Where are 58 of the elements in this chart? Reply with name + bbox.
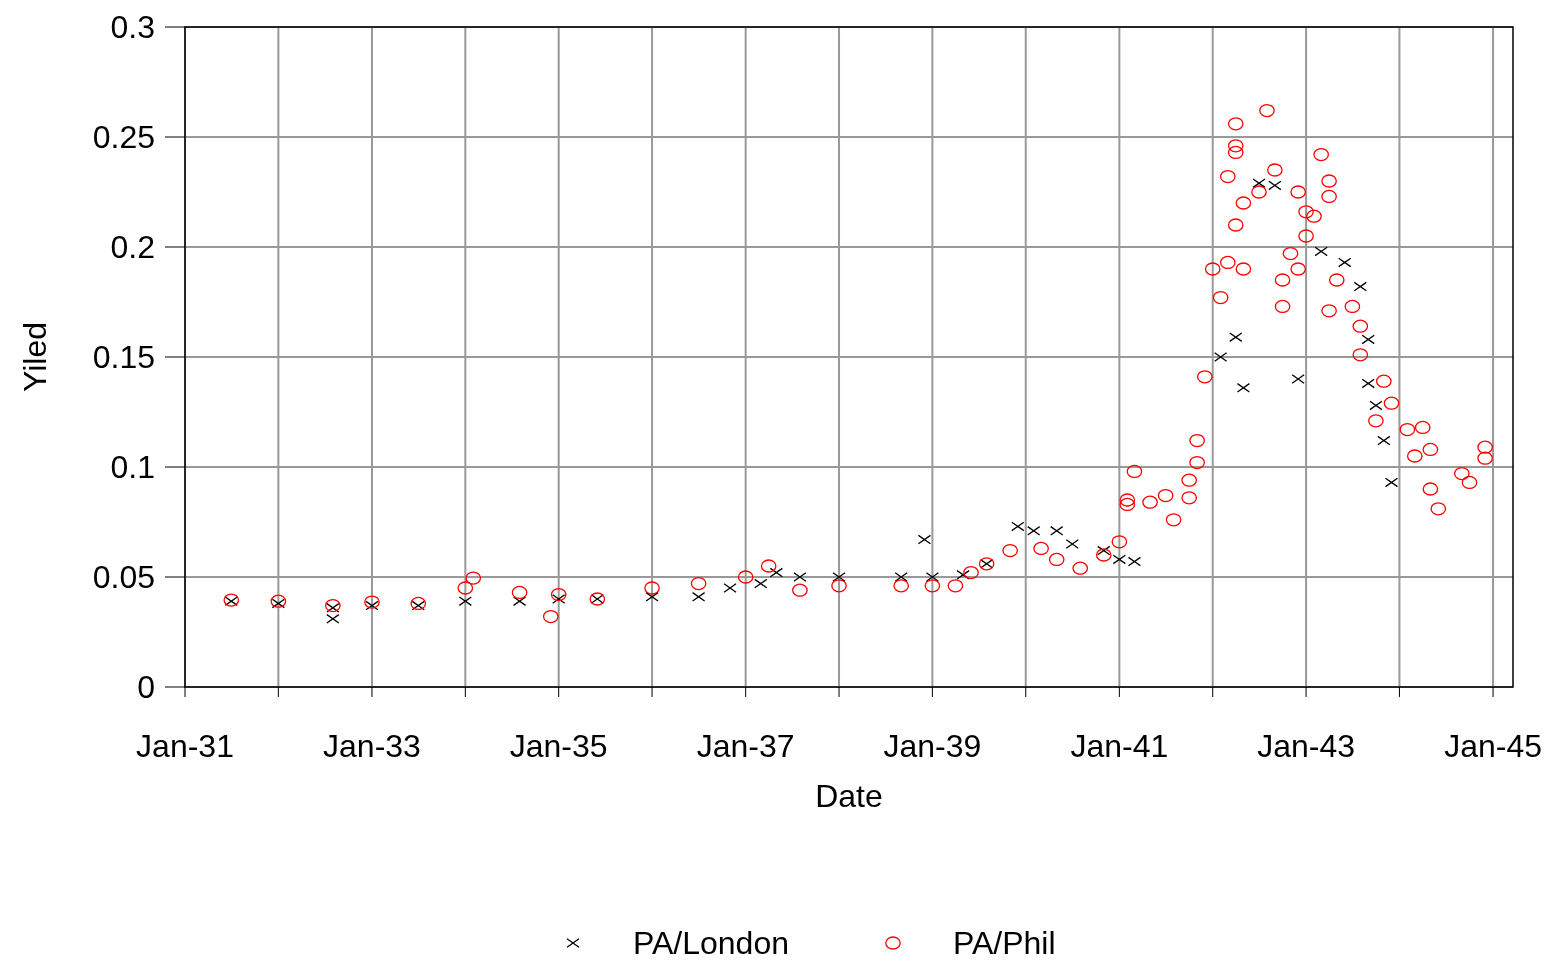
point xyxy=(956,569,970,580)
x-tick-label: Jan-39 xyxy=(883,728,982,764)
point xyxy=(1065,539,1079,549)
x-tick-label: Jan-45 xyxy=(1444,728,1542,764)
x-tick-label: Jan-33 xyxy=(323,728,421,764)
point xyxy=(1027,525,1041,536)
point xyxy=(1338,257,1352,268)
x-tick-label: Jan-43 xyxy=(1257,728,1355,764)
y-axis-title: Yiled xyxy=(17,322,53,392)
legend-label: PA/Phil xyxy=(953,925,1056,961)
point xyxy=(411,600,425,611)
point xyxy=(769,567,784,578)
point xyxy=(552,594,566,604)
point xyxy=(1361,334,1375,345)
point xyxy=(645,591,659,602)
point xyxy=(458,596,472,607)
y-tick-label: 0 xyxy=(137,669,155,705)
legend-label: PA/London xyxy=(633,925,789,961)
y-tick-label: 0.05 xyxy=(92,559,155,595)
point xyxy=(917,534,932,545)
point xyxy=(365,600,379,611)
point xyxy=(512,596,527,607)
x-axis-title: Date xyxy=(815,778,883,814)
point xyxy=(1214,352,1228,362)
y-tick-label: 0.25 xyxy=(92,119,155,155)
x-tick-label: Jan-31 xyxy=(136,728,234,764)
y-tick-label: 0.1 xyxy=(110,449,155,485)
point xyxy=(1112,554,1127,565)
point xyxy=(754,578,768,589)
point xyxy=(894,572,908,582)
point xyxy=(326,602,340,613)
point xyxy=(1377,435,1391,446)
point xyxy=(1384,477,1399,488)
x-tick-label: Jan-35 xyxy=(509,728,608,764)
point xyxy=(326,613,340,624)
point xyxy=(723,583,737,593)
point xyxy=(793,572,807,582)
y-tick-label: 0.2 xyxy=(110,229,155,265)
x-tick-label: Jan-41 xyxy=(1070,728,1169,764)
point xyxy=(1291,374,1305,384)
point xyxy=(1127,556,1142,567)
point xyxy=(1314,246,1328,257)
y-tick-label: 0.3 xyxy=(110,9,155,45)
point xyxy=(832,572,846,582)
y-tick-label: 0.15 xyxy=(92,339,155,375)
point xyxy=(1097,545,1111,556)
point xyxy=(1252,178,1266,189)
point xyxy=(1353,281,1367,292)
point xyxy=(1268,180,1282,191)
point xyxy=(1369,400,1383,411)
point xyxy=(1229,332,1243,343)
point xyxy=(1011,521,1025,532)
point xyxy=(691,591,706,602)
x-tick-label: Jan-37 xyxy=(696,728,795,764)
point xyxy=(1236,382,1251,393)
point xyxy=(1050,525,1064,536)
point xyxy=(1361,378,1375,389)
point xyxy=(271,598,286,609)
